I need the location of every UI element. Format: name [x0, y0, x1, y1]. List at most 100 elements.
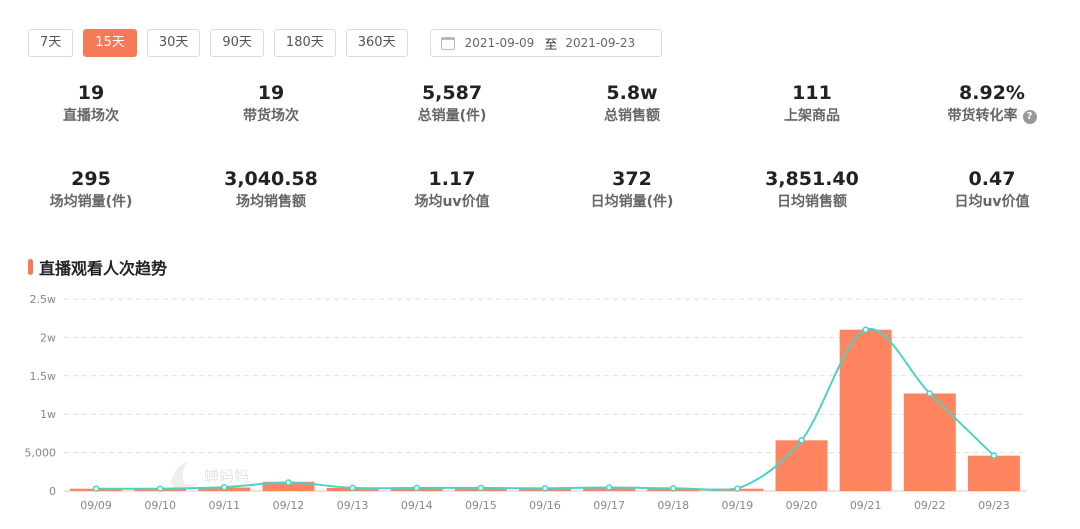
stat-live-sessions: 19 直播场次	[11, 80, 171, 126]
watermark: 蝉妈妈	[170, 461, 249, 492]
stat-avg-uv-value-per-session: 1.17 场均uv价值	[372, 166, 532, 212]
stat-daily-avg-sales-amount: 3,851.40 日均销售额	[732, 166, 892, 212]
stat-daily-avg-uv-value: 0.47 日均uv价值	[912, 166, 1072, 212]
x-tick-label: 09/14	[401, 499, 433, 512]
section-header: 直播观看人次趋势	[28, 255, 167, 279]
stat-avg-sales-volume-per-session: 295 场均销量(件)	[11, 166, 171, 212]
stat-value: 111	[792, 82, 832, 104]
line-point-09-21[interactable]	[862, 326, 869, 333]
bar-09-21[interactable]	[839, 329, 892, 491]
x-tick-label: 09/23	[978, 499, 1010, 512]
x-tick-label: 09/16	[529, 499, 561, 512]
y-tick-label: 1.5w	[30, 370, 57, 383]
trend-line-path	[96, 327, 995, 491]
x-tick-label: 09/09	[80, 499, 112, 512]
watermark-text: 蝉妈妈	[204, 467, 249, 485]
range-30-days-button[interactable]: 30天	[146, 29, 201, 57]
line-point-09-09[interactable]	[92, 485, 100, 492]
stat-label: 总销量(件)	[417, 108, 487, 124]
stat-value: 1.17	[428, 168, 476, 190]
bar-09-23[interactable]	[967, 455, 1020, 491]
stat-value: 5.8w	[606, 82, 658, 104]
stat-value: 5,587	[421, 82, 483, 104]
line-point-09-11[interactable]	[221, 483, 228, 491]
line-point-09-16[interactable]	[541, 485, 549, 492]
stat-label: 场均uv价值	[414, 194, 490, 210]
line-point-09-14[interactable]	[413, 484, 420, 492]
stat-label-text: 带货转化率	[947, 108, 1018, 124]
x-axis-ticks: 09/09 09/10 09/11 09/12 09/13 09/14 09/15 09/16…	[80, 499, 1010, 512]
x-tick-label: 09/15	[465, 499, 497, 512]
line-point-09-15[interactable]	[477, 484, 485, 492]
range-15-days-button[interactable]: 15天	[83, 29, 137, 57]
line-point-09-23[interactable]	[990, 452, 998, 459]
x-tick-label: 09/10	[144, 499, 176, 512]
range-90-days-button[interactable]: 90天	[210, 29, 264, 57]
x-tick-label: 09/19	[722, 499, 754, 512]
x-tick-label: 09/21	[850, 499, 882, 512]
stat-label: 带货转化率?	[912, 106, 1072, 126]
x-tick-label: 09/18	[657, 499, 689, 512]
range-7-days-button[interactable]: 7天	[28, 29, 74, 57]
stat-label: 上架商品	[784, 108, 840, 124]
stat-total-sales-volume: 5,587 总销量(件)	[372, 80, 532, 126]
stat-avg-sales-amount-per-session: 3,040.58 场均销售额	[191, 166, 351, 212]
x-tick-label: 09/17	[593, 499, 625, 512]
date-end[interactable]: 2021-09-23	[565, 36, 636, 50]
stat-label: 场均销售额	[236, 194, 306, 210]
y-tick-label: 5,000	[25, 447, 57, 460]
bar-09-20[interactable]	[775, 440, 828, 491]
line-point-09-12[interactable]	[285, 479, 292, 486]
help-icon[interactable]: ?	[1022, 110, 1037, 124]
stat-value: 8.92%	[959, 82, 1025, 104]
y-tick-label: 2.5w	[30, 293, 57, 306]
bar-09-22[interactable]	[903, 393, 956, 491]
section-title: 直播观看人次趋势	[39, 259, 168, 278]
x-tick-label: 09/11	[208, 499, 240, 512]
stat-value: 0.47	[968, 168, 1016, 190]
line-point-09-17[interactable]	[605, 484, 613, 491]
date-range-picker[interactable]: 2021-09-09 至 2021-09-23	[429, 29, 662, 57]
range-bar: 7天 15天 30天 90天 180天 360天 2021-09-09 至 20…	[28, 29, 662, 57]
stat-daily-avg-sales-volume: 372 日均销量(件)	[552, 166, 712, 212]
range-360-days-button[interactable]: 360天	[345, 29, 408, 57]
stat-conversion-rate: 8.92% 带货转化率?	[912, 80, 1072, 126]
x-tick-label: 09/22	[914, 499, 946, 512]
line-point-09-18[interactable]	[670, 485, 677, 492]
y-tick-label: 2w	[40, 331, 56, 344]
stat-label: 日均销售额	[777, 194, 847, 210]
stat-value: 3,040.58	[224, 168, 318, 190]
bar-09-12[interactable]	[262, 481, 315, 491]
stat-sales-sessions: 19 带货场次	[191, 80, 351, 126]
x-tick-label: 09/20	[786, 499, 818, 512]
line-point-09-10[interactable]	[156, 485, 164, 492]
line-point-09-13[interactable]	[349, 484, 356, 492]
y-tick-label: 0	[49, 485, 56, 498]
stat-value: 295	[71, 168, 111, 190]
section-marker	[28, 259, 33, 275]
y-axis-ticks: 0 5,000 1w 1.5w 2w 2.5w	[25, 293, 57, 498]
line-point-09-20[interactable]	[798, 437, 805, 444]
stat-value: 19	[257, 82, 285, 104]
x-tick-label: 09/13	[337, 499, 369, 512]
stat-label: 日均销量(件)	[590, 194, 674, 210]
stat-label: 总销售额	[604, 108, 660, 124]
stat-label: 带货场次	[243, 108, 299, 124]
date-start[interactable]: 2021-09-09	[464, 36, 535, 50]
line-point-09-19[interactable]	[734, 485, 741, 492]
line-point-09-22[interactable]	[926, 390, 934, 397]
stat-label: 直播场次	[63, 108, 119, 124]
stat-label: 日均uv价值	[954, 194, 1030, 210]
date-separator: 至	[544, 37, 558, 53]
stat-value: 19	[77, 82, 105, 104]
x-tick-label: 09/12	[273, 499, 305, 512]
range-180-days-button[interactable]: 180天	[273, 29, 336, 57]
trend-line	[92, 326, 998, 492]
y-tick-label: 1w	[40, 408, 56, 421]
calendar-icon	[440, 36, 455, 50]
stat-value: 372	[612, 168, 652, 190]
stat-listed-products: 111 上架商品	[732, 80, 892, 126]
stat-value: 3,851.40	[765, 168, 859, 190]
watermark-logo-icon	[170, 461, 198, 492]
